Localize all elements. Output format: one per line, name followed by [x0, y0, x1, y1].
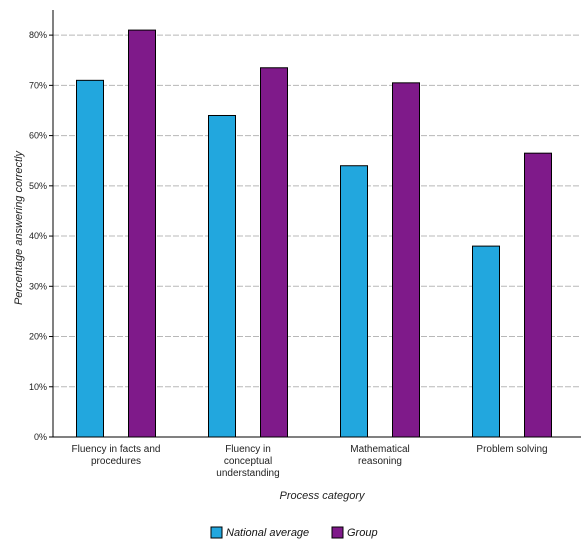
legend-label: Group — [347, 527, 378, 539]
bar-group — [392, 82, 420, 438]
y-axis-title: Percentage answering correctly — [13, 149, 25, 305]
legend-swatch — [210, 526, 223, 539]
legend-swatch — [331, 526, 344, 539]
bar-national-average — [208, 114, 236, 438]
y-tick-label: 60% — [29, 131, 47, 141]
y-tick-label: 50% — [29, 181, 47, 191]
y-tick-label: 20% — [29, 332, 47, 342]
bar-group — [260, 67, 288, 438]
x-tick-label: Fluency in facts and procedures — [72, 444, 161, 467]
y-tick-label: 80% — [29, 30, 47, 40]
bars — [76, 29, 552, 438]
y-tick-label: 10% — [29, 382, 47, 392]
bar-national-average — [472, 245, 500, 438]
x-tick-label: Problem solving — [476, 444, 547, 455]
x-tick-label: Fluency in conceptual understanding — [216, 444, 279, 479]
x-tick-labels: Fluency in facts and procedures Fluency in… — [72, 444, 548, 479]
axes — [52, 10, 581, 438]
y-tick-label: 40% — [29, 231, 47, 241]
y-tick-label: 30% — [29, 281, 47, 291]
bar-group — [128, 29, 156, 438]
y-tick-label: 0% — [34, 432, 47, 442]
x-axis-title: Process category — [280, 490, 366, 502]
legend-label: National average — [226, 527, 309, 539]
bar-group — [524, 152, 552, 438]
bar-national-average — [340, 165, 368, 438]
legend: National average Group — [210, 526, 378, 539]
y-tick-label: 70% — [29, 80, 47, 90]
bar-national-average — [76, 79, 104, 438]
x-tick-label: Mathematical reasoning — [350, 444, 409, 467]
y-tick-labels: 0% 10% 20% 30% 40% 50% 60% 70% 80% — [29, 30, 53, 442]
